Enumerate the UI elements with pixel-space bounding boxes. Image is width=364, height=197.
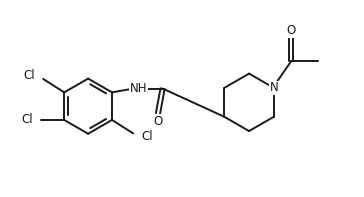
Text: Cl: Cl (21, 113, 33, 126)
Text: O: O (286, 24, 296, 37)
Text: NH: NH (130, 82, 147, 95)
Text: Cl: Cl (23, 69, 35, 82)
Text: N: N (270, 82, 278, 95)
Text: Cl: Cl (142, 130, 153, 143)
Text: O: O (153, 115, 163, 128)
